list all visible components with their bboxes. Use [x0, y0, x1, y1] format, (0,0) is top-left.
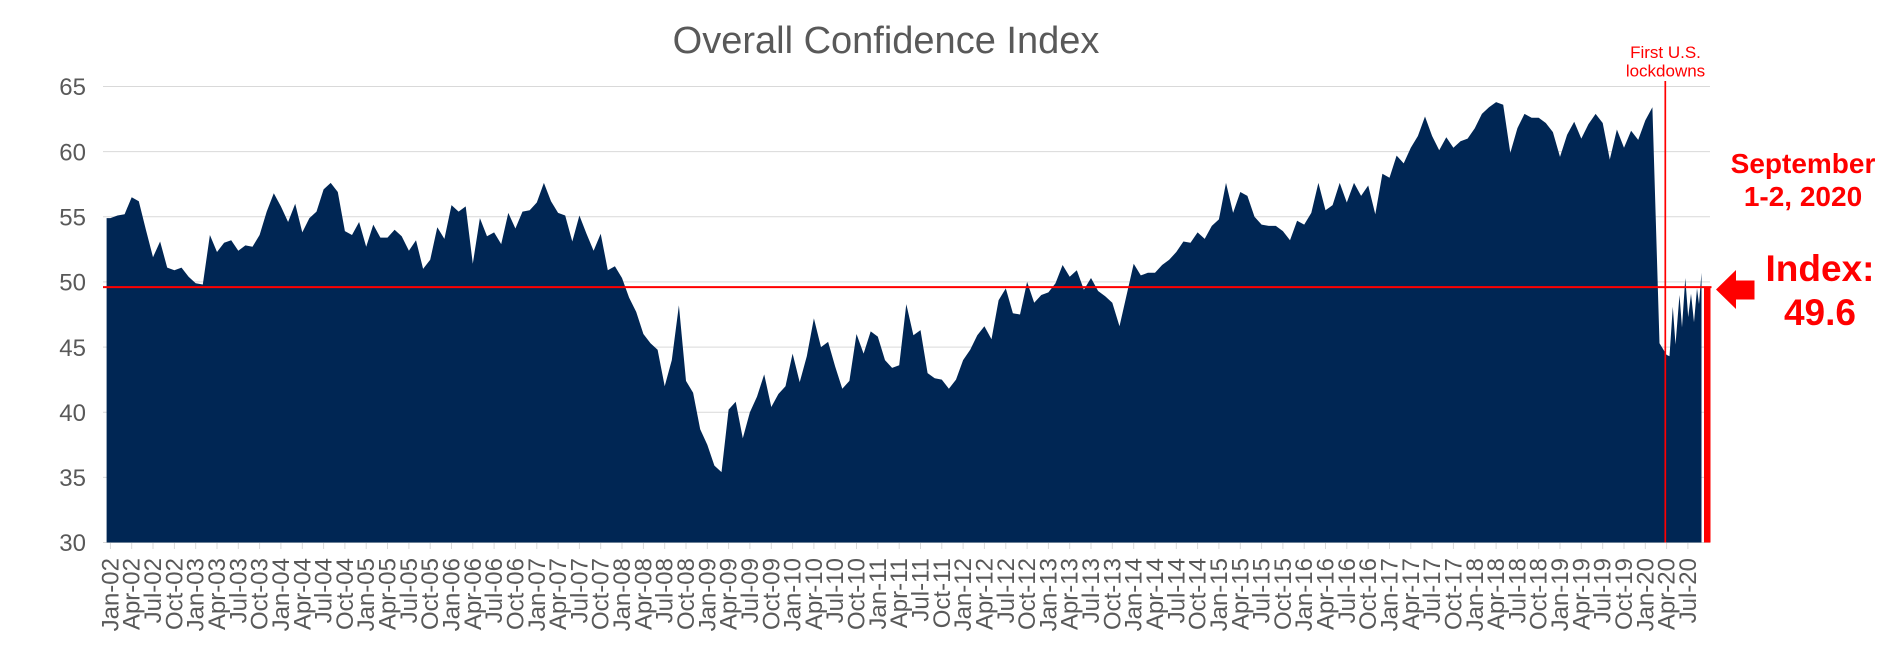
- svg-text:Jul-02: Jul-02: [140, 558, 167, 623]
- svg-text:Oct-12: Oct-12: [1014, 558, 1041, 630]
- svg-text:Jul-06: Jul-06: [481, 558, 508, 623]
- svg-text:Oct-10: Oct-10: [844, 558, 871, 630]
- svg-text:50: 50: [59, 270, 86, 297]
- svg-text:Apr-13: Apr-13: [1057, 558, 1084, 630]
- svg-text:Jul-12: Jul-12: [993, 558, 1020, 623]
- svg-text:Jan-10: Jan-10: [780, 558, 807, 631]
- svg-text:Oct-09: Oct-09: [758, 558, 785, 630]
- svg-text:Jan-06: Jan-06: [439, 558, 466, 631]
- svg-text:Jan-17: Jan-17: [1377, 558, 1404, 631]
- svg-text:Jan-16: Jan-16: [1291, 558, 1318, 631]
- svg-text:Oct-16: Oct-16: [1355, 558, 1382, 630]
- svg-text:Jan-13: Jan-13: [1035, 558, 1062, 631]
- svg-text:Jul-15: Jul-15: [1249, 558, 1276, 623]
- svg-text:Jul-03: Jul-03: [225, 558, 252, 623]
- svg-text:Apr-12: Apr-12: [971, 558, 998, 630]
- svg-text:Jan-15: Jan-15: [1206, 558, 1233, 631]
- svg-text:65: 65: [59, 74, 86, 101]
- svg-text:Jan-18: Jan-18: [1462, 558, 1489, 631]
- svg-text:Apr-07: Apr-07: [545, 558, 572, 630]
- svg-text:Apr-16: Apr-16: [1313, 558, 1340, 630]
- svg-text:Oct-13: Oct-13: [1099, 558, 1126, 630]
- svg-text:Apr-03: Apr-03: [204, 558, 231, 630]
- svg-text:Oct-08: Oct-08: [673, 558, 700, 630]
- svg-text:Jul-11: Jul-11: [908, 558, 935, 622]
- svg-text:Oct-06: Oct-06: [502, 558, 529, 630]
- svg-text:Apr-09: Apr-09: [716, 558, 743, 630]
- svg-text:Jul-13: Jul-13: [1078, 558, 1105, 623]
- svg-text:Jan-14: Jan-14: [1121, 558, 1148, 631]
- svg-text:45: 45: [59, 335, 86, 362]
- svg-text:Oct-14: Oct-14: [1185, 558, 1212, 630]
- svg-text:Jul-20: Jul-20: [1675, 558, 1702, 623]
- svg-text:Apr-10: Apr-10: [801, 558, 828, 630]
- svg-text:Apr-04: Apr-04: [289, 558, 316, 630]
- svg-text:Jan-02: Jan-02: [97, 558, 124, 631]
- svg-text:Jan-05: Jan-05: [353, 558, 380, 631]
- svg-text:Apr-14: Apr-14: [1142, 558, 1169, 630]
- svg-text:Apr-20: Apr-20: [1654, 558, 1681, 630]
- svg-text:Apr-18: Apr-18: [1483, 558, 1510, 630]
- svg-text:Apr-02: Apr-02: [119, 558, 146, 630]
- svg-text:Apr-05: Apr-05: [375, 558, 402, 630]
- svg-text:Oct-19: Oct-19: [1611, 558, 1638, 630]
- svg-text:Jan-04: Jan-04: [268, 558, 295, 631]
- svg-text:Oct-04: Oct-04: [332, 558, 359, 630]
- svg-text:Jan-03: Jan-03: [183, 558, 210, 631]
- svg-text:55: 55: [59, 205, 86, 232]
- svg-text:35: 35: [59, 465, 86, 492]
- svg-text:Jul-10: Jul-10: [822, 558, 849, 623]
- svg-text:Index:: Index:: [1766, 248, 1875, 289]
- svg-text:Jul-08: Jul-08: [652, 558, 679, 623]
- svg-text:Oct-03: Oct-03: [247, 558, 274, 630]
- svg-text:Jul-14: Jul-14: [1163, 558, 1190, 623]
- svg-text:Jan-12: Jan-12: [950, 558, 977, 631]
- svg-text:Jul-17: Jul-17: [1419, 558, 1446, 623]
- svg-text:Apr-15: Apr-15: [1227, 558, 1254, 630]
- svg-text:Oct-17: Oct-17: [1440, 558, 1467, 630]
- svg-text:Apr-08: Apr-08: [630, 558, 657, 630]
- svg-text:Jul-19: Jul-19: [1590, 558, 1617, 623]
- svg-text:Jul-18: Jul-18: [1504, 558, 1531, 623]
- svg-text:Oct-05: Oct-05: [417, 558, 444, 630]
- svg-text:49.6: 49.6: [1784, 292, 1856, 333]
- svg-text:Jan-19: Jan-19: [1547, 558, 1574, 631]
- svg-text:Jan-20: Jan-20: [1632, 558, 1659, 631]
- svg-text:Jan-11: Jan-11: [865, 558, 892, 630]
- svg-text:First U.S.: First U.S.: [1630, 43, 1701, 62]
- svg-text:Jul-05: Jul-05: [396, 558, 423, 623]
- svg-text:Jul-07: Jul-07: [566, 558, 593, 623]
- svg-text:Overall Confidence Index: Overall Confidence Index: [673, 20, 1100, 62]
- svg-text:Oct-15: Oct-15: [1270, 558, 1297, 630]
- svg-text:Apr-11: Apr-11: [886, 558, 913, 628]
- svg-text:Apr-06: Apr-06: [460, 558, 487, 630]
- svg-text:lockdowns: lockdowns: [1626, 62, 1705, 81]
- svg-text:30: 30: [59, 530, 86, 557]
- svg-text:September: September: [1731, 148, 1876, 179]
- svg-text:Apr-17: Apr-17: [1398, 558, 1425, 630]
- svg-text:Jul-16: Jul-16: [1334, 558, 1361, 623]
- svg-text:Jul-09: Jul-09: [737, 558, 764, 623]
- svg-text:Jan-09: Jan-09: [694, 558, 721, 631]
- svg-text:Jan-08: Jan-08: [609, 558, 636, 631]
- svg-text:Oct-07: Oct-07: [588, 558, 615, 630]
- svg-text:Oct-02: Oct-02: [161, 558, 188, 630]
- svg-text:1-2, 2020: 1-2, 2020: [1744, 181, 1862, 212]
- svg-text:Jan-07: Jan-07: [524, 558, 551, 631]
- svg-text:Oct-18: Oct-18: [1526, 558, 1553, 630]
- svg-text:Oct-11: Oct-11: [929, 558, 956, 628]
- svg-text:60: 60: [59, 139, 86, 166]
- svg-text:Apr-19: Apr-19: [1568, 558, 1595, 630]
- svg-text:40: 40: [59, 400, 86, 427]
- svg-text:Jul-04: Jul-04: [311, 558, 338, 623]
